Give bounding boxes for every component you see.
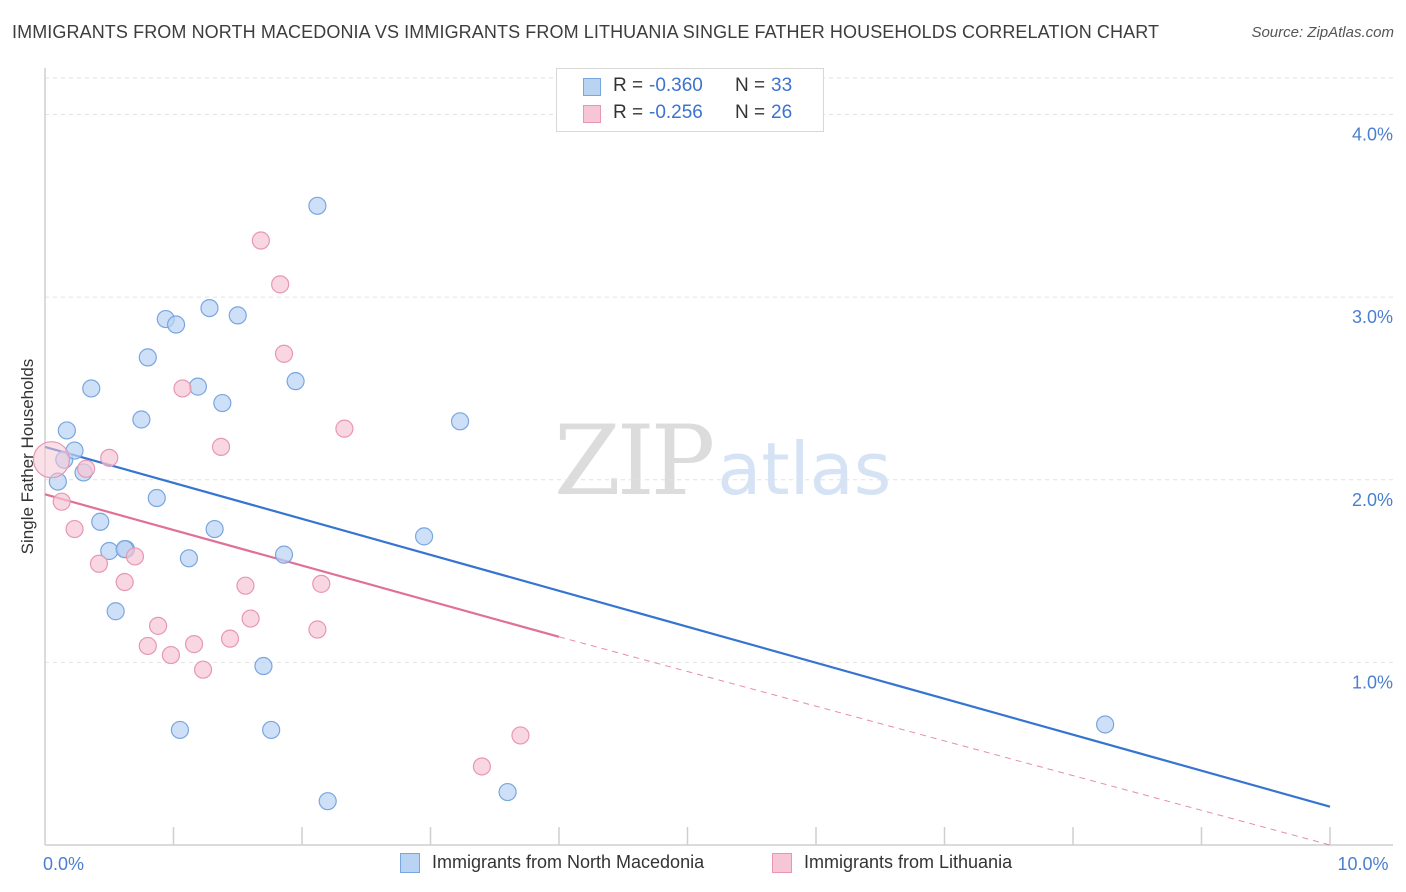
axis-labels: 1.0% 2.0% 3.0% 4.0% 0.0% 10.0% Single Father H… (18, 125, 1393, 874)
data-point-pink (251, 231, 270, 250)
trend-line-pink (44, 493, 560, 638)
data-point-blue (308, 196, 327, 215)
data-point-blue (179, 549, 199, 568)
legend-r-value: -0.360 (649, 75, 703, 96)
stats-legend: R = -0.360 N = 33 R = -0.256 N = 26 (556, 68, 824, 132)
data-point-blue (138, 348, 157, 367)
legend-n-value: 33 (771, 75, 793, 96)
data-point-blue (318, 792, 337, 811)
data-point-pink (32, 441, 71, 479)
data-point-blue (205, 519, 224, 539)
data-point-pink (271, 275, 290, 294)
data-point-pink (211, 437, 231, 456)
data-point-blue (274, 545, 294, 564)
data-point-pink (236, 576, 255, 595)
data-point-blue (132, 410, 151, 429)
data-point-pink (335, 419, 354, 438)
trend-line-dashed-pink (558, 636, 1331, 846)
y-tick-label: 2.0% (1352, 490, 1393, 510)
data-point-pink (77, 459, 96, 478)
trend-lines (44, 445, 1331, 846)
data-point-blue (82, 379, 101, 398)
data-point-pink (173, 379, 192, 398)
y-tick-label: 3.0% (1352, 307, 1393, 327)
data-point-blue (200, 299, 219, 318)
x-tick-label: 10.0% (1337, 854, 1388, 874)
watermark: ZIPatlas (554, 405, 891, 517)
watermark-atlas: atlas (717, 427, 892, 511)
legend-swatch-blue (583, 78, 601, 96)
data-point-pink (100, 448, 119, 467)
data-point-pink (125, 547, 145, 566)
data-point-blue (262, 720, 281, 740)
data-point-blue (498, 782, 517, 802)
data-point-pink (65, 519, 84, 539)
data-point-pink (148, 616, 168, 635)
data-point-pink (193, 660, 213, 679)
legend-r-label: R = (613, 102, 644, 123)
y-axis-label: Single Father Households (18, 359, 37, 555)
data-point-pink (52, 492, 71, 511)
data-point-blue (91, 512, 110, 531)
source-label: Source: ZipAtlas.com (1251, 24, 1394, 41)
legend-label: Immigrants from North Macedonia (432, 852, 705, 872)
watermark-zip: ZIP (554, 405, 715, 517)
data-points (32, 196, 1115, 811)
data-point-pink (511, 726, 530, 745)
legend-swatch-pink (583, 105, 601, 123)
data-point-pink (220, 629, 240, 648)
data-point-blue (170, 720, 190, 740)
data-point-blue (228, 306, 247, 325)
data-point-pink (308, 620, 327, 639)
data-point-blue (254, 656, 273, 676)
grid-lines (45, 77, 1393, 663)
legend-label: Immigrants from Lithuania (804, 852, 1013, 872)
data-point-blue (414, 527, 434, 546)
data-point-blue (106, 602, 125, 621)
legend-n-label: N = (735, 102, 766, 123)
data-point-pink (161, 645, 181, 665)
legend-r-label: R = (613, 75, 644, 96)
data-point-blue (450, 412, 470, 431)
data-point-pink (89, 554, 109, 573)
legend-n-value: 26 (771, 102, 793, 123)
data-point-blue (57, 421, 76, 440)
data-point-pink (115, 572, 134, 592)
legend-r-value: -0.256 (649, 102, 703, 123)
data-point-pink (472, 757, 491, 776)
y-tick-label: 4.0% (1352, 125, 1393, 145)
y-tick-label: 1.0% (1352, 672, 1393, 692)
legend-n-label: N = (735, 75, 766, 96)
data-point-pink (274, 344, 294, 363)
legend-swatch-blue (400, 853, 420, 873)
data-point-pink (241, 609, 260, 628)
data-point-pink (184, 635, 204, 654)
data-point-blue (147, 488, 166, 508)
data-point-blue (213, 393, 232, 413)
data-point-blue (188, 377, 208, 396)
data-point-pink (138, 636, 157, 656)
data-point-blue (166, 315, 186, 334)
data-point-blue (286, 372, 305, 391)
x-tick-label: 0.0% (43, 854, 84, 874)
data-point-pink (312, 574, 331, 593)
data-point-blue (1096, 715, 1115, 734)
trend-line-blue (44, 445, 1331, 808)
axes (44, 68, 1393, 846)
legend-swatch-pink (772, 853, 792, 873)
chart-title: IMMIGRANTS FROM NORTH MACEDONIA VS IMMIG… (12, 22, 1160, 42)
